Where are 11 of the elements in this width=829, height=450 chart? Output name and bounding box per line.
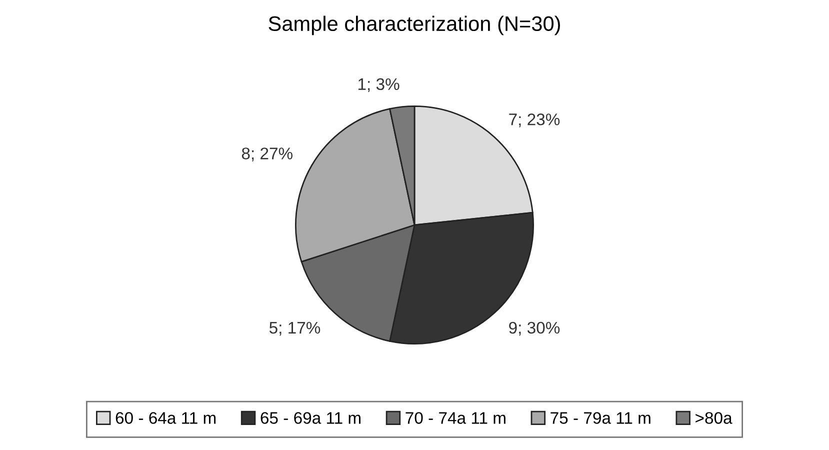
legend-label: 70 - 74a 11 m — [406, 412, 506, 424]
data-label: 5; 17% — [269, 322, 320, 336]
chart-title: Sample characterization (N=30) — [268, 16, 560, 36]
legend-label: 65 - 69a 11 m — [260, 412, 360, 424]
data-label: 9; 30% — [509, 322, 560, 336]
legend-label: 60 - 64a 11 m — [116, 412, 216, 424]
data-label: 8; 27% — [242, 148, 293, 162]
data-label: 7; 23% — [509, 113, 560, 128]
legend-label: 75 - 79a 11 m — [550, 412, 650, 424]
legend-label: >80a — [696, 412, 732, 424]
data-label: 1; 3% — [358, 78, 400, 92]
